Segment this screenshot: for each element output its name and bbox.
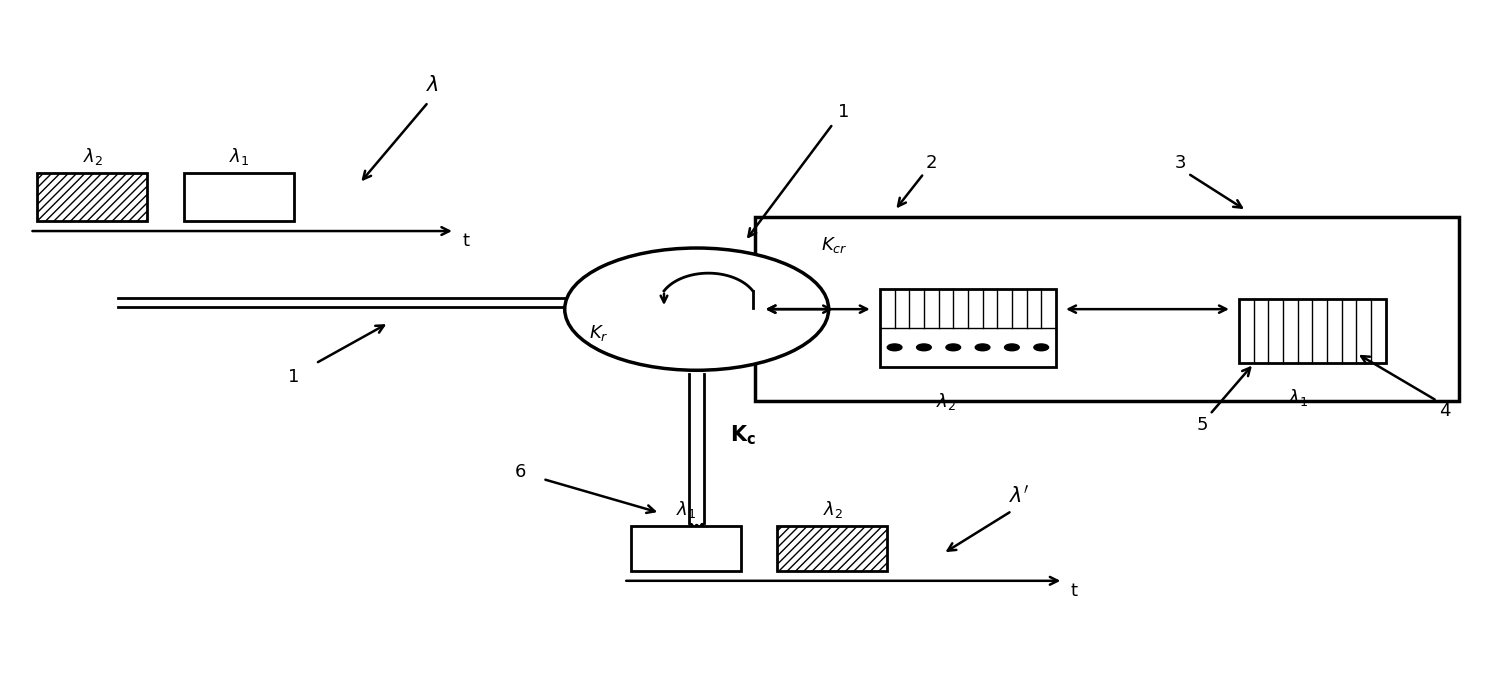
Text: 6: 6 (515, 463, 527, 481)
Bar (631, 527, 741, 570)
Text: 3: 3 (1174, 154, 1186, 172)
Text: 1: 1 (838, 103, 850, 121)
Bar (755, 218, 1459, 401)
Text: t: t (462, 232, 470, 250)
Text: $\mathbf{K_c}$: $\mathbf{K_c}$ (730, 423, 757, 446)
Bar (880, 289, 1056, 367)
Circle shape (917, 344, 931, 351)
Text: t: t (1071, 582, 1077, 600)
Bar (778, 527, 887, 570)
Text: 2: 2 (926, 154, 936, 172)
Text: 1: 1 (287, 368, 299, 386)
Circle shape (1004, 344, 1019, 351)
Bar (37, 173, 147, 221)
Bar (1239, 299, 1385, 363)
Text: $\lambda_2$: $\lambda_2$ (823, 499, 844, 520)
Text: $\lambda_1$: $\lambda_1$ (229, 146, 250, 166)
Text: 4: 4 (1439, 402, 1450, 420)
Text: $\lambda_1$: $\lambda_1$ (676, 499, 697, 520)
Circle shape (1034, 344, 1049, 351)
Text: $\lambda$: $\lambda$ (426, 76, 440, 95)
Text: $\lambda_1$: $\lambda_1$ (1288, 387, 1308, 408)
Text: 5: 5 (1197, 416, 1209, 434)
Bar (184, 173, 293, 221)
Circle shape (975, 344, 990, 351)
Text: $\lambda_2$: $\lambda_2$ (936, 391, 956, 412)
Text: $\lambda'$: $\lambda'$ (1008, 484, 1029, 506)
Text: $K_{cr}$: $K_{cr}$ (821, 235, 848, 254)
Circle shape (887, 344, 902, 351)
Circle shape (945, 344, 960, 351)
Circle shape (565, 248, 829, 370)
Text: $\lambda_2$: $\lambda_2$ (82, 146, 103, 166)
Text: $K_r$: $K_r$ (589, 323, 609, 343)
